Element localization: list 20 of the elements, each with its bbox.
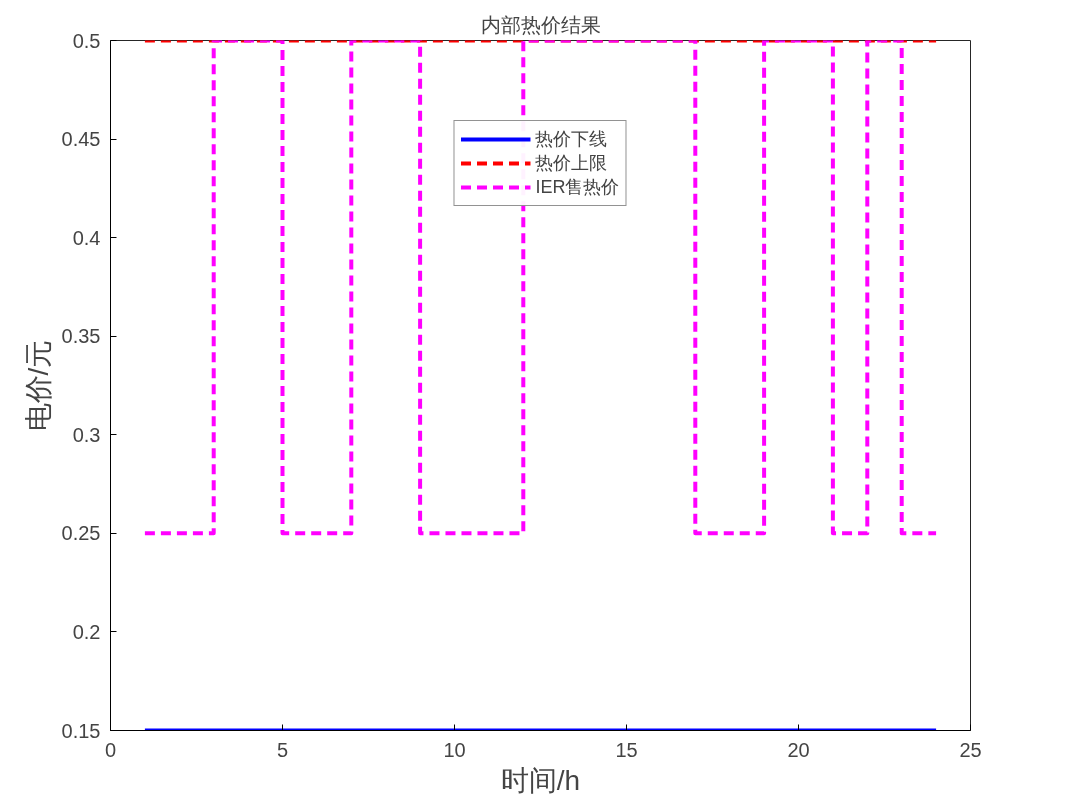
y-tick-label: 0.45 <box>61 128 101 151</box>
x-tick-label: 15 <box>615 738 638 761</box>
y-tick-label: 0.15 <box>61 719 101 742</box>
x-tick-label: 10 <box>443 738 466 761</box>
legend-label: IER售热价 <box>535 176 620 199</box>
y-axis-title: 电价/元 <box>22 339 54 432</box>
y-tick-label: 0.25 <box>61 522 101 545</box>
y-tick-label: 0.3 <box>72 423 101 446</box>
x-tick-label: 0 <box>104 738 117 761</box>
y-tick-label: 0.5 <box>72 29 101 52</box>
y-tick-label: 0.35 <box>61 325 101 348</box>
y-tick-label: 0.2 <box>72 620 101 643</box>
chart-title: 内部热价结果 <box>480 13 601 36</box>
x-tick-label: 20 <box>787 738 810 761</box>
x-tick-label: 25 <box>959 738 982 761</box>
legend-label: 热价上限 <box>535 152 608 175</box>
x-axis-title: 时间/h <box>500 764 581 796</box>
legend-label: 热价下线 <box>535 128 608 151</box>
x-tick-label: 5 <box>276 738 289 761</box>
y-tick-label: 0.4 <box>72 226 101 249</box>
